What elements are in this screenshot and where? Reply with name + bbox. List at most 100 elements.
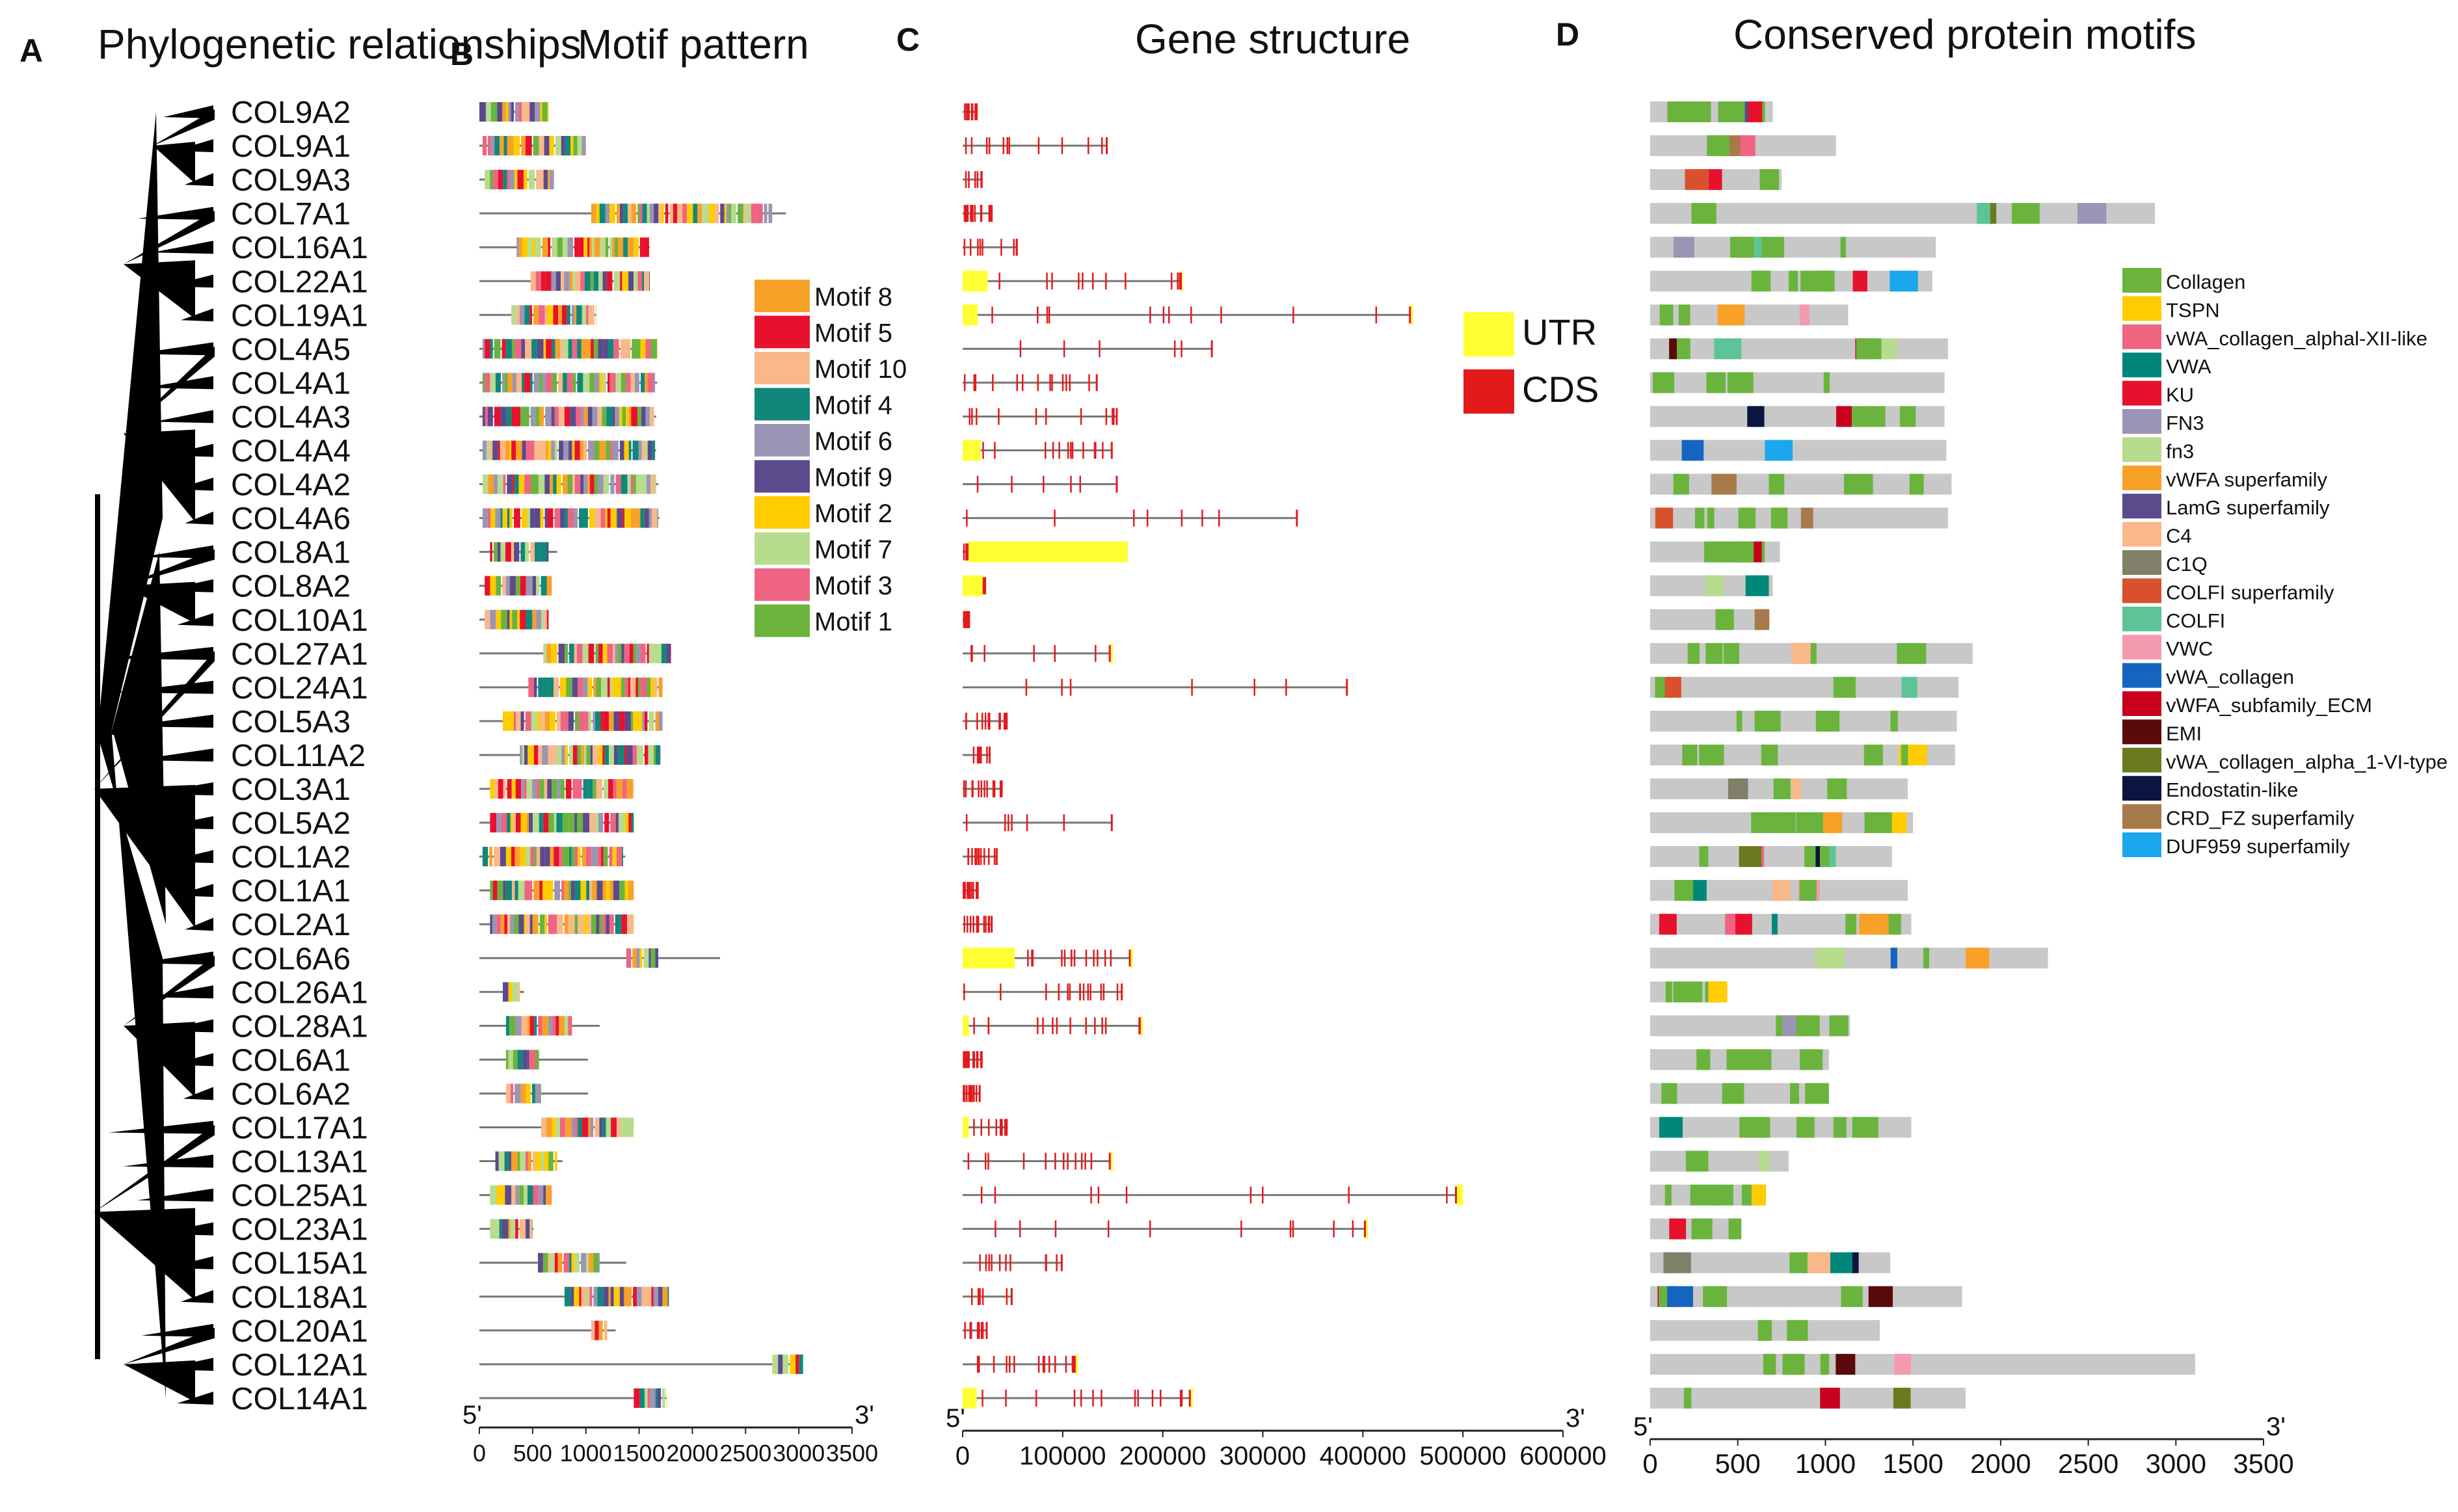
motif-box (503, 170, 507, 190)
motif-box (606, 881, 610, 901)
structure-cds (972, 746, 975, 763)
motif-box (616, 204, 621, 224)
motif-box (552, 779, 557, 799)
motif-box (636, 643, 641, 663)
structure-cds (967, 1152, 970, 1170)
motif-box (615, 643, 619, 663)
structure-cds (965, 103, 967, 120)
structure-cds (1180, 272, 1182, 290)
motif-box (510, 914, 514, 935)
tree-clade (124, 1360, 195, 1402)
domain-box (1718, 101, 1741, 122)
gene-label-col4a6: COL4A6 (231, 502, 351, 537)
structure-cds (1220, 306, 1222, 324)
domain-box (1796, 1117, 1815, 1138)
structure-cds (971, 103, 974, 120)
motif-box (619, 711, 625, 731)
domain-axis-tick-label: 500 (1715, 1448, 1761, 1479)
motif-box (498, 1151, 505, 1171)
structure-axis-tick-label: 300000 (1220, 1442, 1306, 1470)
structure-cds (969, 882, 971, 899)
domain-box (1696, 1049, 1711, 1070)
structure-cds (1073, 949, 1076, 967)
motif-box (583, 914, 587, 935)
motif-box (615, 406, 620, 427)
motif-box (513, 813, 516, 833)
structure-cds (974, 103, 976, 120)
motif-axis-tick-label: 2500 (719, 1440, 771, 1466)
motif-box (637, 745, 643, 765)
motif-box (583, 474, 588, 494)
motif-box (634, 237, 639, 258)
motif-box (548, 237, 551, 258)
motif-box (548, 170, 550, 190)
motif-box (569, 271, 573, 291)
motif-box (526, 813, 529, 833)
structure-cds (966, 509, 968, 527)
domain-box (1830, 1252, 1852, 1273)
domain-box (1683, 1387, 1692, 1409)
motif-box (531, 711, 538, 731)
motif-box (490, 102, 498, 122)
motif-box (490, 576, 496, 596)
structure-cds (1177, 272, 1179, 290)
motif-box (490, 508, 496, 528)
structure-cds (963, 780, 965, 797)
structure-cds (977, 848, 980, 866)
structure-cds (1063, 1152, 1065, 1170)
motif-box (563, 440, 568, 460)
motif-box (596, 881, 603, 901)
motif-box (564, 406, 570, 427)
motif-box (564, 271, 570, 291)
motif-box (588, 305, 593, 325)
motif-box (609, 847, 613, 867)
structure-cds (969, 1321, 971, 1339)
structure-cds (1052, 442, 1054, 459)
motif-box (523, 406, 529, 427)
motif-box (596, 204, 600, 224)
gene-name-list: COL9A2COL9A1COL9A3COL7A1COL16A1COL22A1CO… (231, 96, 368, 1416)
motif-box (496, 813, 501, 833)
motif-box (482, 440, 487, 460)
domain-legend-label: FN3 (2166, 412, 2204, 434)
motif-box (552, 339, 555, 359)
motif-box (494, 136, 500, 156)
domain-box (1769, 473, 1785, 495)
domain-box (2077, 203, 2107, 224)
motif-box (591, 847, 598, 867)
domain-box (1663, 1252, 1691, 1273)
structure-cds (1043, 475, 1045, 493)
motif-box (544, 508, 548, 528)
domain-box (1815, 710, 1840, 732)
motif-box (602, 881, 606, 901)
motif-box (490, 779, 495, 799)
motif-box (650, 677, 654, 697)
structure-cds (965, 712, 967, 730)
domain-box (1759, 1150, 1770, 1172)
motif-box (589, 373, 595, 393)
motif-box (581, 406, 584, 427)
motif-box (660, 204, 664, 224)
structure-cds (1000, 239, 1002, 256)
motif-box (589, 881, 593, 901)
structure-cds (975, 848, 978, 866)
motif-box (578, 677, 583, 697)
motif-axis-tick-label: 1000 (560, 1440, 612, 1466)
domain-box (1690, 1184, 1702, 1206)
motif-box (650, 474, 655, 494)
structure-cds (1027, 949, 1029, 967)
motif-box (665, 204, 669, 224)
tree-branch (159, 1019, 213, 1033)
motif-box (543, 813, 549, 833)
motif-box (543, 170, 548, 190)
motif-box (508, 102, 511, 122)
structure-cds (972, 916, 974, 933)
motif-box (594, 237, 600, 258)
motif-box (578, 237, 584, 258)
structure-cds (970, 1085, 972, 1102)
domain-legend-swatch (2122, 437, 2161, 462)
motif-box (556, 711, 561, 731)
structure-cds (1129, 949, 1131, 967)
structure-cds (965, 137, 967, 155)
